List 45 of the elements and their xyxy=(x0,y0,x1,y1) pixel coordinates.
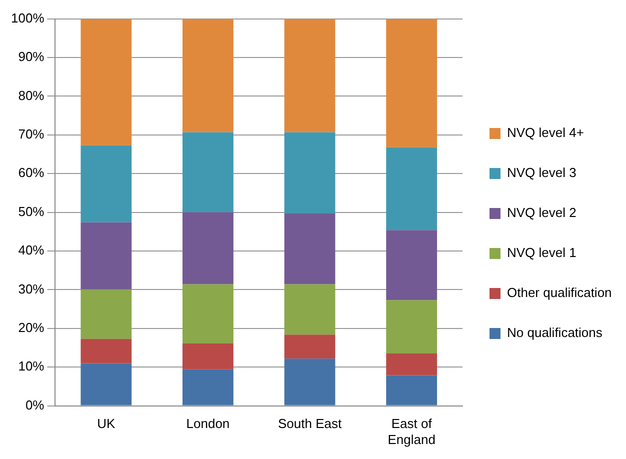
legend-label: No qualifications xyxy=(507,325,603,340)
y-tick-label: 100% xyxy=(11,10,45,26)
bar xyxy=(386,354,438,376)
y-tick-label: 10% xyxy=(18,358,45,374)
bar xyxy=(284,358,336,406)
y-tick-label: 0% xyxy=(25,397,45,412)
bar xyxy=(80,145,132,222)
bar xyxy=(80,363,132,406)
bar xyxy=(386,300,438,354)
y-tick-label: 30% xyxy=(18,281,45,296)
x-tick-label: East of England xyxy=(388,416,436,447)
bar xyxy=(182,284,234,344)
bar xyxy=(284,284,336,335)
x-tick-label: London xyxy=(186,416,230,432)
y-tick-label: 50% xyxy=(18,204,45,219)
bar xyxy=(284,334,336,359)
bar xyxy=(284,213,336,284)
legend-label: NVQ level 3 xyxy=(507,165,576,180)
bar xyxy=(80,222,132,290)
bar xyxy=(80,289,132,339)
bar xyxy=(284,132,336,214)
bar xyxy=(182,212,234,284)
y-tick-label: 20% xyxy=(18,320,45,335)
bar xyxy=(386,375,438,406)
y-tick-label: 80% xyxy=(18,88,45,103)
bar xyxy=(182,18,234,132)
bar xyxy=(386,18,438,148)
bar xyxy=(182,132,234,212)
bar xyxy=(182,343,234,370)
legend-label: NVQ level 1 xyxy=(507,245,576,260)
y-tick-label: 90% xyxy=(18,49,45,64)
bar xyxy=(80,18,132,146)
bar xyxy=(386,230,438,300)
legend-label: NVQ level 4+ xyxy=(507,125,584,140)
bar xyxy=(80,338,132,364)
y-tick-label: 60% xyxy=(18,165,45,180)
bar xyxy=(386,147,438,230)
x-tick-label: UK xyxy=(97,416,116,432)
legend-label: Other qualification xyxy=(507,285,612,300)
y-tick-label: 40% xyxy=(18,242,45,258)
x-tick-label: South East xyxy=(278,416,342,432)
legend-label: NVQ level 2 xyxy=(507,205,576,220)
y-tick-label: 70% xyxy=(18,126,45,142)
bar xyxy=(182,369,234,406)
bar xyxy=(284,18,336,132)
